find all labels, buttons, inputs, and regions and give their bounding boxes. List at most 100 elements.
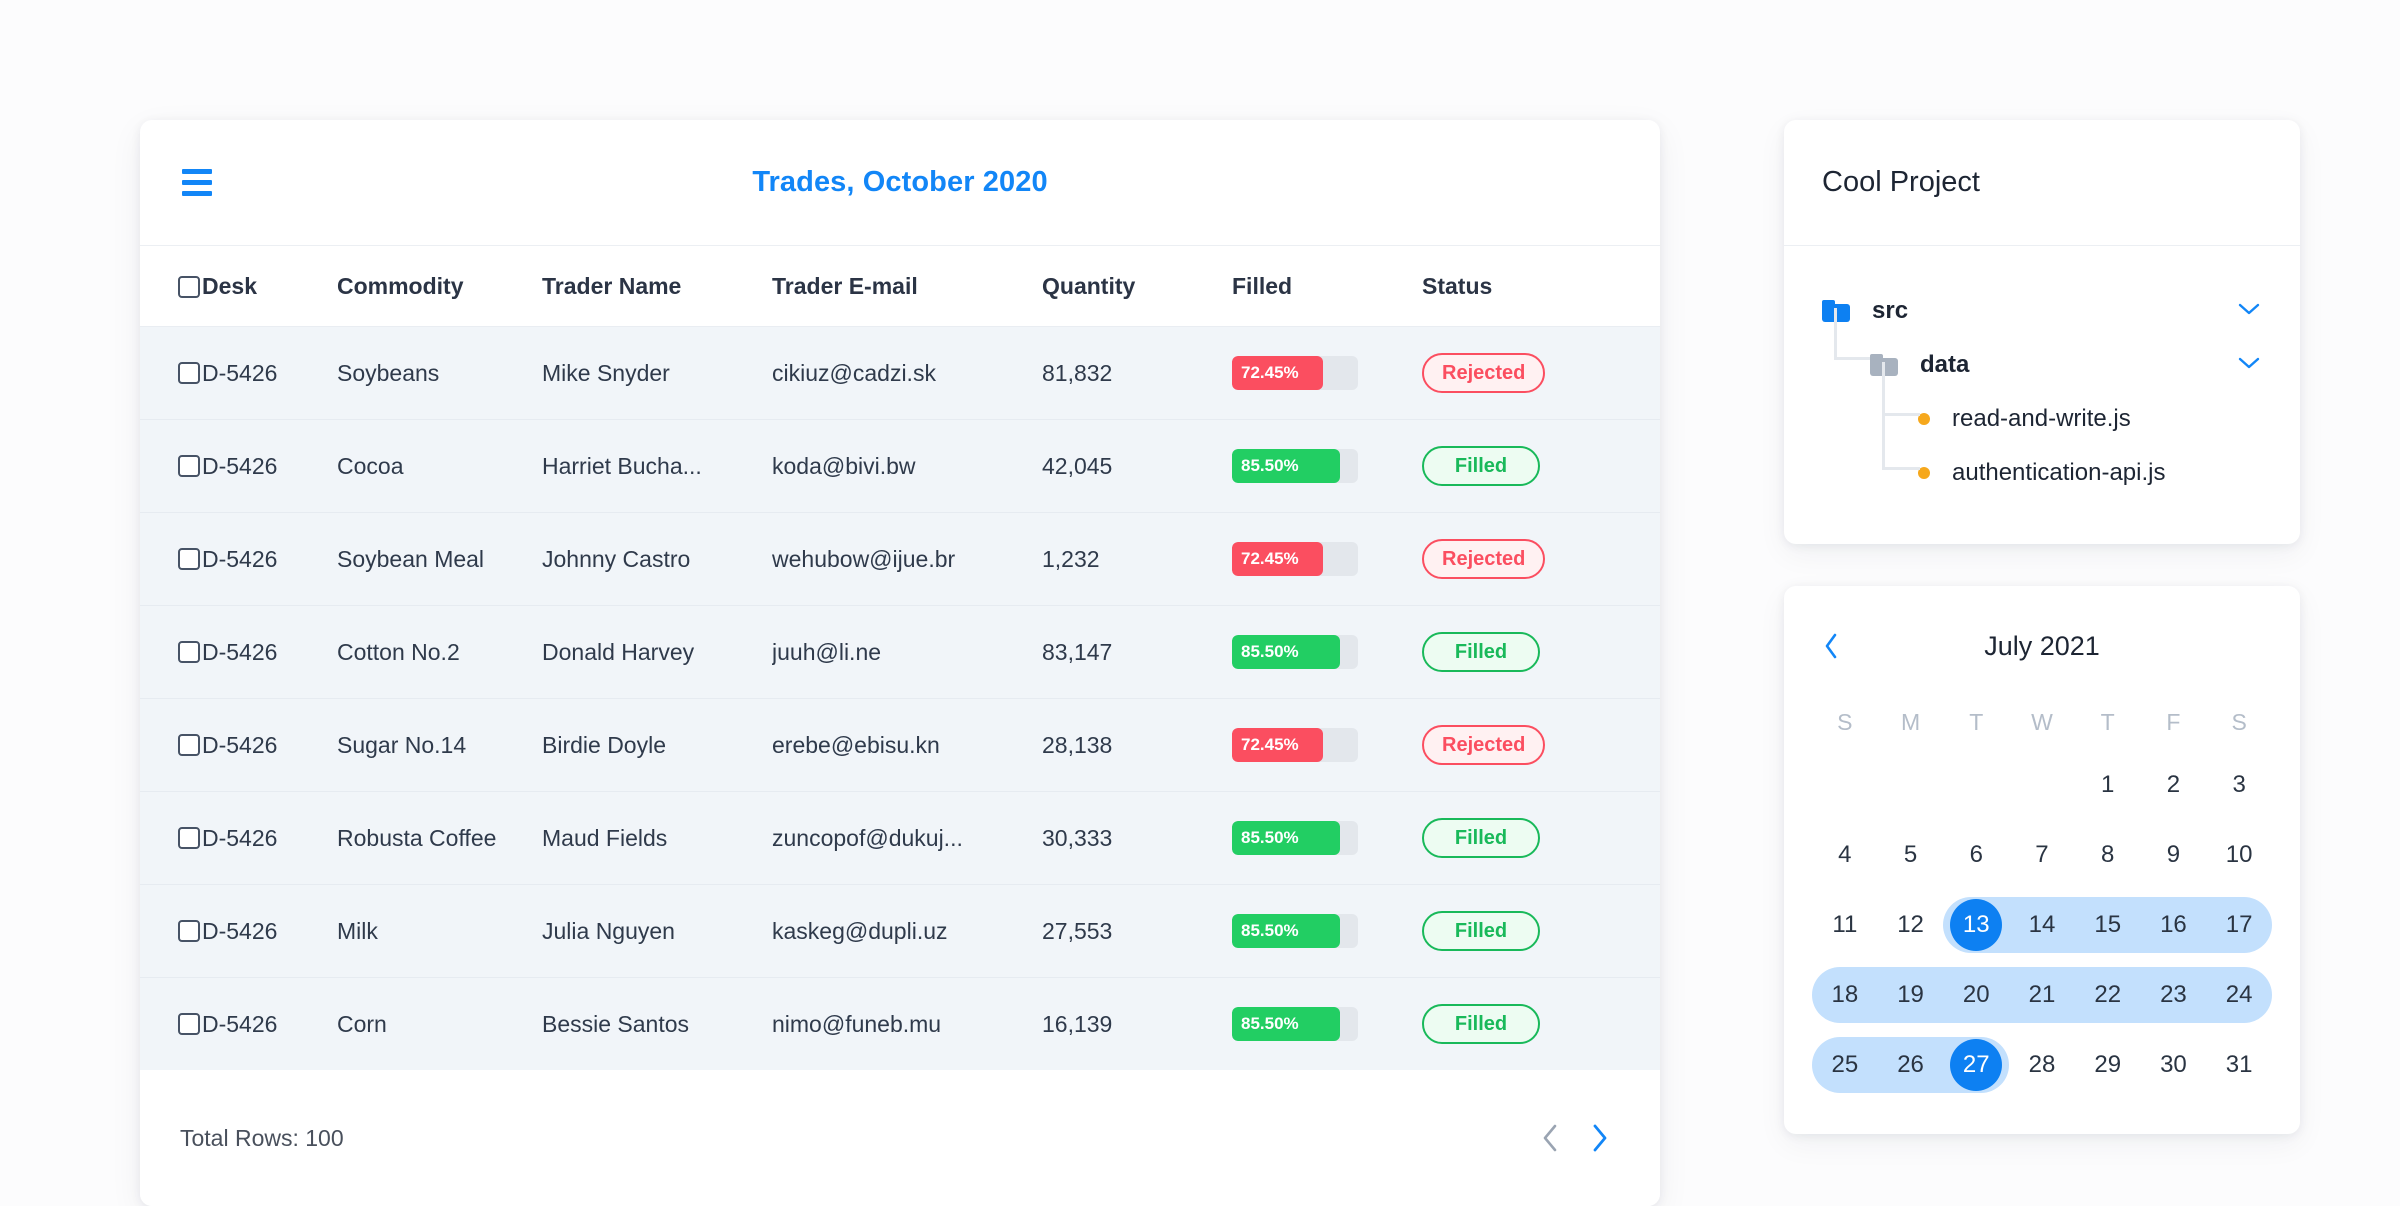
calendar-day[interactable]: 28 (2009, 1037, 2075, 1093)
chevron-down-icon[interactable] (2236, 355, 2262, 376)
calendar-day[interactable]: 31 (2206, 1037, 2272, 1093)
calendar-day-number[interactable]: 31 (2225, 1051, 2253, 1078)
calendar-day[interactable]: 6 (1943, 827, 2009, 883)
calendar-day-number[interactable]: 6 (1969, 841, 1983, 868)
calendar-day-number[interactable]: 20 (1962, 981, 1990, 1008)
calendar-day-number[interactable]: 8 (2101, 841, 2115, 868)
calendar-day-number[interactable]: 15 (2094, 911, 2122, 938)
calendar-day-number[interactable]: 14 (2028, 911, 2056, 938)
column-header-status[interactable]: Status (1422, 246, 1660, 327)
calendar-day-number[interactable]: 13 (1950, 899, 2003, 951)
calendar-day[interactable]: 3 (2206, 757, 2272, 813)
calendar-day[interactable]: 25 (1812, 1037, 1878, 1093)
tree-file-node[interactable]: read-and-write.js (1822, 392, 2262, 446)
column-header-commodity[interactable]: Commodity (337, 246, 542, 327)
tree-folder-node[interactable]: data (1822, 338, 2262, 392)
calendar-day[interactable]: 9 (2141, 827, 2207, 883)
calendar-day-number[interactable]: 29 (2094, 1051, 2122, 1078)
calendar-day[interactable]: 8 (2075, 827, 2141, 883)
filled-progress-bar: 72.45% (1232, 542, 1358, 576)
calendar-day-number[interactable]: 2 (2166, 771, 2181, 798)
calendar-day-number[interactable]: 28 (2028, 1051, 2056, 1078)
row-checkbox[interactable] (178, 920, 200, 942)
calendar-day-number[interactable]: 4 (1838, 841, 1852, 868)
calendar-day-number[interactable]: 23 (2160, 981, 2187, 1008)
calendar-day[interactable]: 12 (1878, 897, 1944, 953)
row-checkbox[interactable] (178, 362, 200, 384)
calendar-day-number[interactable]: 10 (2225, 841, 2253, 868)
tree-file-node[interactable]: authentication-api.js (1822, 446, 2262, 500)
hamburger-icon[interactable] (182, 169, 212, 196)
calendar-day-number[interactable]: 25 (1831, 1051, 1859, 1078)
calendar-day[interactable]: 2 (2141, 757, 2207, 813)
table-row[interactable]: D-5426 Corn Bessie Santos nimo@funeb.mu 16,1… (140, 977, 1660, 1070)
calendar-day[interactable]: 1 (2075, 757, 2141, 813)
calendar-day-number[interactable]: 26 (1897, 1051, 1924, 1078)
table-row[interactable]: D-5426 Cotton No.2 Donald Harvey juuh@li.ne… (140, 605, 1660, 699)
calendar-day[interactable]: 29 (2075, 1037, 2141, 1093)
tree-folder-node[interactable]: src (1822, 284, 2262, 338)
calendar-day[interactable]: 24 (2206, 967, 2272, 1023)
calendar-day-number[interactable]: 12 (1897, 911, 1924, 938)
table-row[interactable]: D-5426 Cocoa Harriet Bucha... koda@bivi.bw 4… (140, 419, 1660, 513)
calendar-day-number[interactable]: 17 (2225, 911, 2253, 938)
chevron-left-icon[interactable] (1540, 1122, 1560, 1154)
calendar-day[interactable]: 10 (2206, 827, 2272, 883)
row-checkbox[interactable] (178, 827, 200, 849)
calendar-day[interactable]: 27 (1943, 1037, 2010, 1093)
table-row[interactable]: D-5426 Robusta Coffee Maud Fields zuncopof@… (140, 791, 1660, 885)
row-checkbox[interactable] (178, 734, 200, 756)
calendar-day-number[interactable]: 9 (2166, 841, 2181, 868)
calendar-day[interactable]: 20 (1943, 967, 2010, 1023)
row-checkbox[interactable] (178, 641, 200, 663)
calendar-range-highlight (2074, 967, 2141, 1023)
calendar-day[interactable]: 18 (1812, 967, 1878, 1023)
calendar-day-number[interactable]: 3 (2232, 771, 2246, 798)
calendar-day[interactable]: 11 (1812, 897, 1878, 953)
calendar-day[interactable]: 30 (2141, 1037, 2207, 1093)
table-row[interactable]: D-5426 Milk Julia Nguyen kaskeg@dupli.uz 27,… (140, 884, 1660, 978)
calendar-day-number[interactable]: 21 (2028, 981, 2056, 1008)
calendar-day[interactable]: 21 (2009, 967, 2075, 1023)
calendar-day-number[interactable]: 19 (1897, 981, 1924, 1008)
select-all-checkbox[interactable] (178, 275, 200, 298)
column-header-quantity[interactable]: Quantity (1042, 246, 1232, 327)
calendar-day[interactable]: 15 (2074, 897, 2141, 953)
calendar-day[interactable]: 4 (1812, 827, 1878, 883)
calendar-day-number[interactable]: 22 (2094, 981, 2122, 1008)
column-header-filled[interactable]: Filled (1232, 246, 1422, 327)
calendar-day-number[interactable]: 11 (1832, 911, 1858, 938)
calendar-day[interactable]: 17 (2206, 897, 2272, 953)
calendar-day[interactable]: 19 (1877, 967, 1944, 1023)
table-row[interactable]: D-5426 Soybeans Mike Snyder cikiuz@cadzi.sk… (140, 326, 1660, 420)
table-row[interactable]: D-5426 Sugar No.14 Birdie Doyle erebe@ebisu… (140, 698, 1660, 792)
calendar-day[interactable]: 13 (1943, 897, 2010, 953)
calendar-day[interactable]: 5 (1878, 827, 1944, 883)
calendar-day[interactable]: 26 (1877, 1037, 1944, 1093)
cell-desk: D-5426 (202, 326, 337, 420)
calendar-day-number[interactable]: 27 (1950, 1039, 2003, 1091)
calendar-day-number[interactable]: 7 (2035, 841, 2049, 868)
calendar-day[interactable]: 7 (2009, 827, 2075, 883)
table-row[interactable]: D-5426 Soybean Meal Johnny Castro wehubow@i… (140, 512, 1660, 606)
calendar-day-number[interactable]: 18 (1831, 981, 1859, 1008)
cell-trader-email: cikiuz@cadzi.sk (772, 326, 1042, 420)
calendar-day-number[interactable]: 16 (2160, 911, 2187, 938)
column-header-trader-email[interactable]: Trader E-mail (772, 246, 1042, 327)
calendar-day[interactable]: 23 (2140, 967, 2207, 1023)
chevron-right-icon[interactable] (1590, 1122, 1610, 1154)
column-header-trader-name[interactable]: Trader Name (542, 246, 772, 327)
calendar-day[interactable]: 14 (2009, 897, 2075, 953)
chevron-down-icon[interactable] (2236, 301, 2262, 322)
column-header-desk[interactable]: Desk (202, 246, 337, 327)
row-checkbox[interactable] (178, 455, 200, 477)
row-checkbox[interactable] (178, 1013, 200, 1035)
calendar-day-number[interactable]: 1 (2101, 771, 2115, 798)
calendar-day-number[interactable]: 5 (1903, 841, 1918, 868)
calendar-day-number[interactable]: 30 (2160, 1051, 2187, 1078)
calendar-day[interactable]: 22 (2074, 967, 2141, 1023)
row-checkbox[interactable] (178, 548, 200, 570)
calendar-day-number[interactable]: 24 (2225, 981, 2253, 1008)
chevron-left-icon[interactable] (1812, 626, 1850, 666)
calendar-day[interactable]: 16 (2140, 897, 2207, 953)
